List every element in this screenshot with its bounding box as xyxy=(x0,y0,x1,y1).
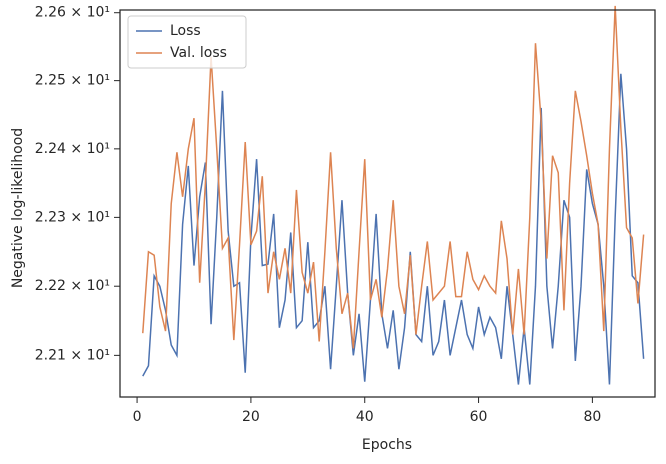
x-tick-label: 0 xyxy=(133,409,142,425)
y-tick-label: 2.22 × 10¹ xyxy=(35,278,110,294)
x-tick-label: 20 xyxy=(242,409,260,425)
y-tick-label: 2.21 × 10¹ xyxy=(35,347,110,363)
x-axis-label: Epochs xyxy=(362,437,412,453)
y-tick-label: 2.23 × 10¹ xyxy=(35,209,110,225)
x-tick-label: 60 xyxy=(470,409,488,425)
plot-frame xyxy=(119,9,656,398)
x-tick-label: 80 xyxy=(583,409,601,425)
y-tick-label: 2.26 × 10¹ xyxy=(35,5,110,21)
line-series xyxy=(142,73,645,385)
legend-label: Val. loss xyxy=(170,45,227,61)
line-series xyxy=(142,5,645,349)
legend-label: Loss xyxy=(170,23,201,39)
y-tick-label: 2.24 × 10¹ xyxy=(35,141,110,157)
y-axis-label: Negative log-likelihood xyxy=(10,128,26,288)
x-tick-label: 40 xyxy=(356,409,374,425)
y-tick-label: 2.25 × 10¹ xyxy=(35,73,110,89)
legend-box xyxy=(127,15,247,69)
